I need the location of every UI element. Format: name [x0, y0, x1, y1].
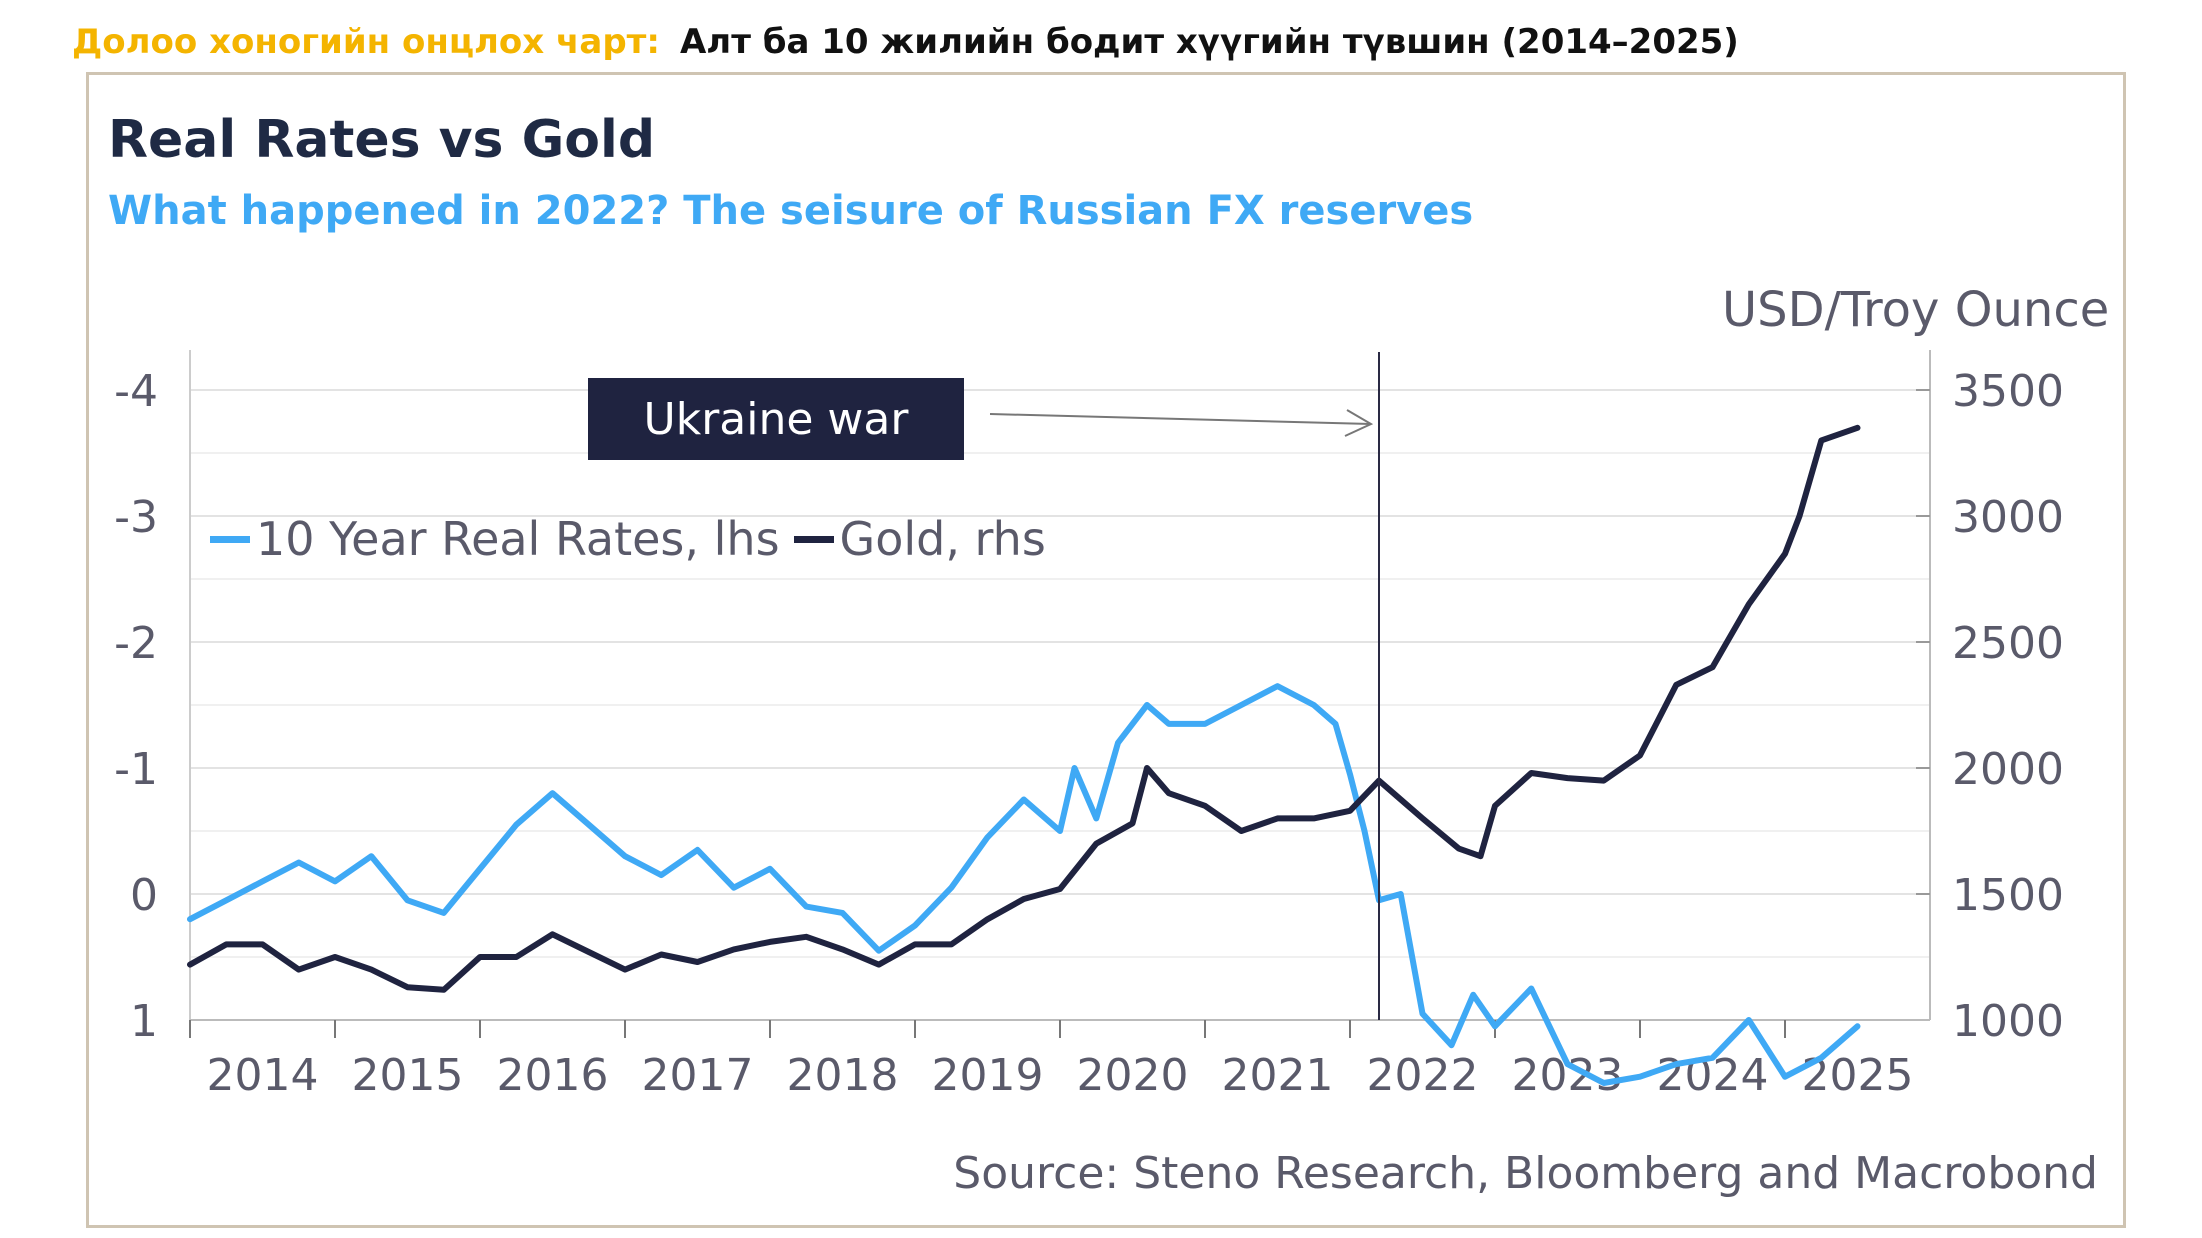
legend-swatch-real-rates	[210, 535, 250, 543]
series-line-real-rates	[187, 683, 1861, 1086]
legend-label-gold: Gold, rhs	[839, 512, 1046, 566]
legend-swatch-gold	[793, 535, 834, 543]
chart-subtitle: What happened in 2022? The seisure of Ru…	[108, 188, 1474, 234]
x-tick-label: 2015	[352, 1050, 464, 1101]
legend-item-real-rates: 10 Year Real Rates, lhs	[210, 512, 780, 566]
y-left-tick-label: -1	[114, 744, 158, 795]
chart-title: Real Rates vs Gold	[108, 110, 656, 170]
header-highlight: Долоо хоногийн онцлох чарт:	[72, 22, 660, 62]
source-note: Source: Steno Research, Bloomberg and Ma…	[953, 1148, 2098, 1199]
x-tick-label: 2019	[932, 1050, 1044, 1101]
y-left-tick-label: 0	[130, 870, 158, 921]
y-right-tick-label: 1000	[1952, 996, 2064, 1047]
series-line-gold	[187, 424, 1861, 993]
legend: 10 Year Real Rates, lhs Gold, rhs	[210, 512, 1060, 566]
y-left-tick-label: -3	[114, 492, 158, 543]
annotation-arrowhead	[1344, 409, 1374, 437]
x-tick-label: 2020	[1077, 1050, 1189, 1101]
x-tick-label: 2018	[787, 1050, 899, 1101]
x-tick-label: 2022	[1367, 1050, 1479, 1101]
x-tick-label: 2021	[1222, 1050, 1334, 1101]
y-left-tick-label: -4	[114, 366, 158, 417]
y-right-tick-label: 1500	[1952, 870, 2064, 921]
header-title: Алт ба 10 жилийн бодит хүүгийн түвшин (2…	[679, 22, 1739, 62]
y-left-tick-label: -2	[114, 618, 158, 669]
annotation-ukraine-war: Ukraine war	[588, 378, 964, 460]
legend-label-real-rates: 10 Year Real Rates, lhs	[256, 512, 780, 566]
y-right-tick-label: 3000	[1952, 492, 2064, 543]
right-axis-label: USD/Troy Ounce	[1722, 282, 2110, 338]
legend-item-gold: Gold, rhs	[793, 512, 1046, 566]
page-header: Долоо хоногийн онцлох чарт: Алт ба 10 жил…	[72, 22, 1739, 62]
annotation-arrow-line	[989, 413, 1372, 425]
x-tick-label: 2016	[497, 1050, 609, 1101]
x-tick-label: 2017	[642, 1050, 754, 1101]
y-right-tick-label: 2500	[1952, 618, 2064, 669]
y-right-tick-label: 2000	[1952, 744, 2064, 795]
y-right-tick-label: 3500	[1952, 366, 2064, 417]
y-left-tick-label: 1	[130, 996, 158, 1047]
x-tick-label: 2014	[207, 1050, 319, 1101]
